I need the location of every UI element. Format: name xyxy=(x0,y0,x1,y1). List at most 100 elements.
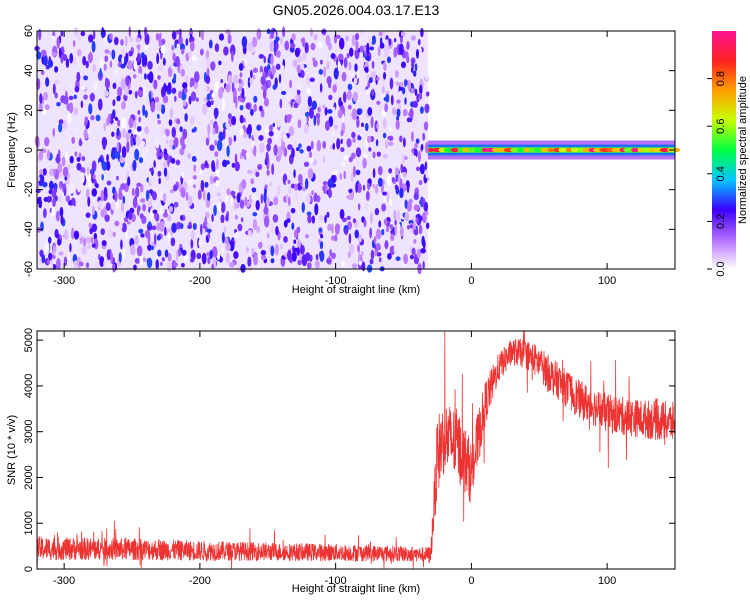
heatmap-cell xyxy=(247,77,251,88)
spectrogram-y-tick-label: 20 xyxy=(23,104,35,116)
heatmap-cell xyxy=(122,128,126,139)
heatmap-cell xyxy=(36,176,41,182)
heatmap-cell xyxy=(361,122,365,128)
heatmap-cell xyxy=(226,188,231,196)
heatmap-cell xyxy=(41,49,47,57)
heatmap-cell xyxy=(346,90,352,101)
heatmap-cell xyxy=(188,180,194,186)
heatmap-cell xyxy=(167,66,173,78)
heatmap-cell xyxy=(111,131,115,137)
heatmap-cell xyxy=(307,214,312,224)
heatmap-cell xyxy=(73,94,77,100)
heatmap-cell xyxy=(113,36,119,46)
heatmap-cell xyxy=(387,135,393,141)
heatmap-cell xyxy=(262,88,267,100)
heatmap-cell xyxy=(218,87,223,99)
heatmap-cell xyxy=(294,47,300,58)
heatmap-cell xyxy=(388,168,393,174)
heatmap-cell xyxy=(258,54,265,59)
heatmap-cell xyxy=(116,175,119,181)
heatmap-cell xyxy=(384,103,388,113)
heatmap-cell xyxy=(218,60,222,66)
heatmap-cell xyxy=(293,140,298,149)
heatmap-cell xyxy=(402,137,406,148)
heatmap-cell xyxy=(306,76,310,85)
heatmap-cell xyxy=(184,113,188,122)
heatmap-cell xyxy=(107,228,113,238)
heatmap-cell xyxy=(297,259,302,266)
heatmap-cell xyxy=(150,245,155,251)
heatmap-cell xyxy=(118,192,123,200)
heatmap-cell xyxy=(202,103,208,115)
heatmap-cell xyxy=(149,208,154,221)
heatmap-cell xyxy=(301,186,307,192)
heatmap-cell xyxy=(366,135,372,144)
heatmap-cell xyxy=(38,28,42,41)
heatmap-cell xyxy=(68,182,75,194)
heatmap-cell xyxy=(351,108,358,121)
heatmap-cell xyxy=(265,151,269,163)
heatmap-cell xyxy=(410,87,414,94)
heatmap-cell xyxy=(130,244,136,256)
heatmap-cell xyxy=(121,222,127,233)
heatmap-cell xyxy=(199,48,204,56)
heatmap-cell xyxy=(278,73,282,84)
snr-y-tick-label: 5000 xyxy=(23,328,35,352)
heatmap-cell xyxy=(362,184,366,191)
heatmap-cell xyxy=(421,235,425,247)
heatmap-cell xyxy=(402,171,407,178)
heatmap-cell xyxy=(274,129,280,141)
heatmap-cell xyxy=(93,82,98,91)
heatmap-cell xyxy=(355,40,359,51)
heatmap-cell xyxy=(204,216,208,227)
heatmap-cell xyxy=(78,261,84,267)
heatmap-cell xyxy=(421,197,426,205)
heatmap-cell xyxy=(418,180,423,186)
heatmap-cell xyxy=(273,144,278,156)
heatmap-cell xyxy=(85,60,89,69)
heatmap-cell xyxy=(157,119,162,125)
heatmap-cell xyxy=(318,68,324,75)
heatmap-cell xyxy=(86,44,91,55)
heatmap-cell xyxy=(291,222,295,230)
heatmap-cell xyxy=(281,90,287,96)
heatmap-cell xyxy=(121,201,125,213)
heatmap-cell xyxy=(121,56,125,65)
heatmap-cell xyxy=(152,209,158,214)
heatmap-cell xyxy=(227,74,233,86)
spectrogram-y-tick-label: -20 xyxy=(23,182,35,198)
heatmap-cell xyxy=(149,167,154,172)
heatmap-cell xyxy=(158,177,162,185)
heatmap-cell xyxy=(364,202,368,211)
heatmap-cell xyxy=(133,264,137,271)
heatmap-cell xyxy=(163,85,168,92)
heatmap-cell xyxy=(143,54,148,67)
heatmap-cell xyxy=(395,167,399,176)
heatmap-cell xyxy=(393,92,396,99)
heatmap-cell xyxy=(320,59,323,65)
heatmap-cell xyxy=(331,132,335,137)
heatmap-cell xyxy=(372,168,376,179)
heatmap-cell xyxy=(253,145,257,157)
heatmap-cell xyxy=(269,222,275,233)
heatmap-cell xyxy=(397,223,401,231)
heatmap-cell xyxy=(64,150,69,162)
heatmap-cell xyxy=(97,98,103,111)
heatmap-cell xyxy=(122,195,126,204)
heatmap-cell xyxy=(171,222,177,234)
heatmap-cell xyxy=(341,71,347,82)
heatmap-cell xyxy=(393,209,397,221)
heatmap-cell xyxy=(340,138,343,144)
heatmap-cell xyxy=(175,76,180,83)
heatmap-cell xyxy=(425,258,429,270)
heatmap-cell xyxy=(171,87,177,94)
heatmap-cell xyxy=(303,123,309,135)
heatmap-cell xyxy=(347,104,352,110)
heatmap-cell xyxy=(111,49,116,60)
heatmap-cell xyxy=(144,73,147,80)
heatmap-cell xyxy=(172,184,178,192)
heatmap-cell xyxy=(153,160,156,168)
heatmap-cell xyxy=(179,43,186,51)
heatmap-cell xyxy=(386,191,390,203)
